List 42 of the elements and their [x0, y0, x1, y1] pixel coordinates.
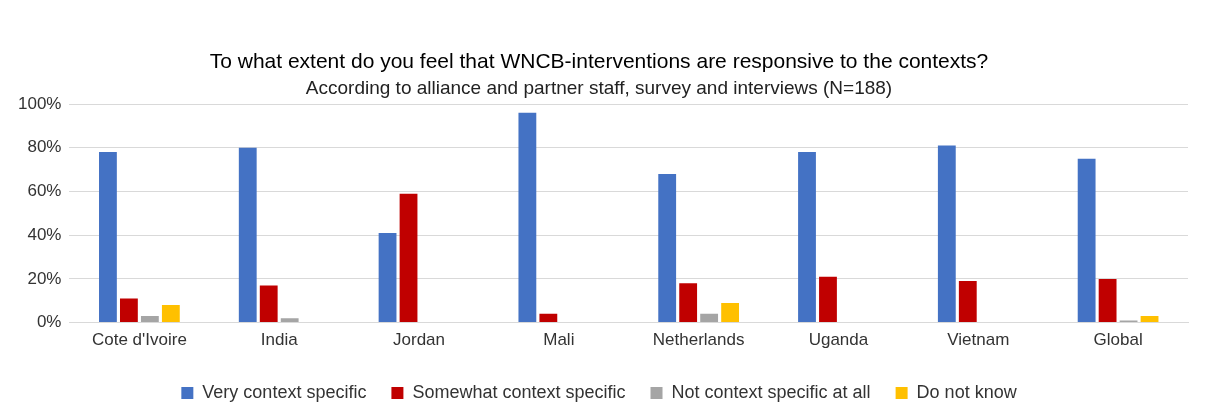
bar — [99, 152, 117, 323]
y-tick-label: 60% — [27, 181, 62, 201]
bar — [937, 145, 956, 323]
bar — [280, 318, 299, 323]
y-tick-label: 0% — [36, 312, 62, 332]
legend-label: Not context specific at all — [671, 381, 871, 402]
x-tick-label: Netherlands — [652, 330, 745, 350]
bar — [259, 285, 278, 323]
bar — [140, 316, 159, 323]
legend-label: Somewhat context specific — [412, 381, 626, 402]
bar — [958, 281, 977, 323]
x-tick-label: Vietnam — [947, 330, 1010, 350]
x-tick-label: Global — [1093, 330, 1143, 350]
bar — [1140, 316, 1159, 323]
bar — [658, 173, 677, 323]
y-tick-label: 20% — [27, 268, 62, 288]
bar — [819, 276, 837, 323]
bar — [518, 112, 537, 323]
x-tick-label: Mali — [543, 330, 575, 350]
bar — [539, 313, 558, 323]
bar — [238, 147, 257, 323]
y-tick-label: 100% — [18, 93, 62, 113]
bar — [1098, 278, 1117, 323]
y-tick-label: 80% — [27, 137, 62, 157]
x-tick-label: Uganda — [808, 330, 869, 350]
y-tick-label: 40% — [27, 224, 62, 244]
chart-subtitle: According to alliance and partner staff, survey and interviews (N=188) — [305, 76, 893, 98]
x-tick-label: Jordan — [393, 330, 446, 350]
bar — [378, 232, 397, 323]
bar — [679, 283, 698, 323]
legend-label: Very context specific — [202, 381, 367, 402]
bar — [798, 152, 816, 323]
bar — [119, 298, 138, 323]
bar — [700, 313, 719, 323]
bar — [161, 305, 180, 323]
chart-title: To what extent do you feel that WNCB-interventions are responsive to the contexts? — [209, 49, 989, 73]
bar — [399, 193, 418, 323]
bar — [1077, 158, 1096, 323]
x-tick-label: India — [260, 330, 299, 350]
x-tick-label: Cote d'Ivoire — [91, 330, 187, 350]
bar — [721, 302, 740, 323]
legend-label: Do not know — [916, 381, 1018, 402]
